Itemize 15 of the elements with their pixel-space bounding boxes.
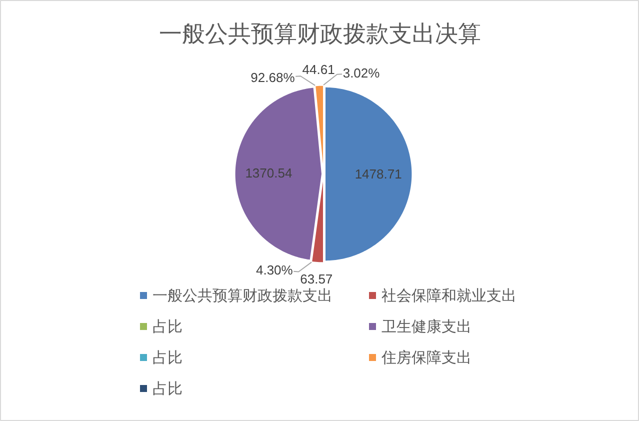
legend-label: 占比 [152, 380, 182, 398]
legend-label: 卫生健康支出 [382, 318, 472, 336]
legend-label: 住房保障支出 [380, 348, 472, 366]
text: 3.02% [342, 66, 380, 81]
data-label: 1370.54 [245, 165, 292, 180]
legend-label: 社会保障和就业支出 [382, 286, 516, 304]
legend-label: 占比 [152, 318, 182, 336]
data-label: 63.57 [300, 271, 333, 286]
data-label: 1478.71 [354, 166, 402, 182]
chart-title: 一般公共预算财政拨款支出决算 [159, 22, 481, 48]
data-label: 44.61 [302, 62, 335, 77]
legend-label: 占比 [152, 348, 182, 366]
legend-label: 一般公共预算财政拨款支出 [152, 286, 332, 304]
text: 4.30% [256, 262, 293, 278]
text: 92.68% [250, 70, 295, 85]
